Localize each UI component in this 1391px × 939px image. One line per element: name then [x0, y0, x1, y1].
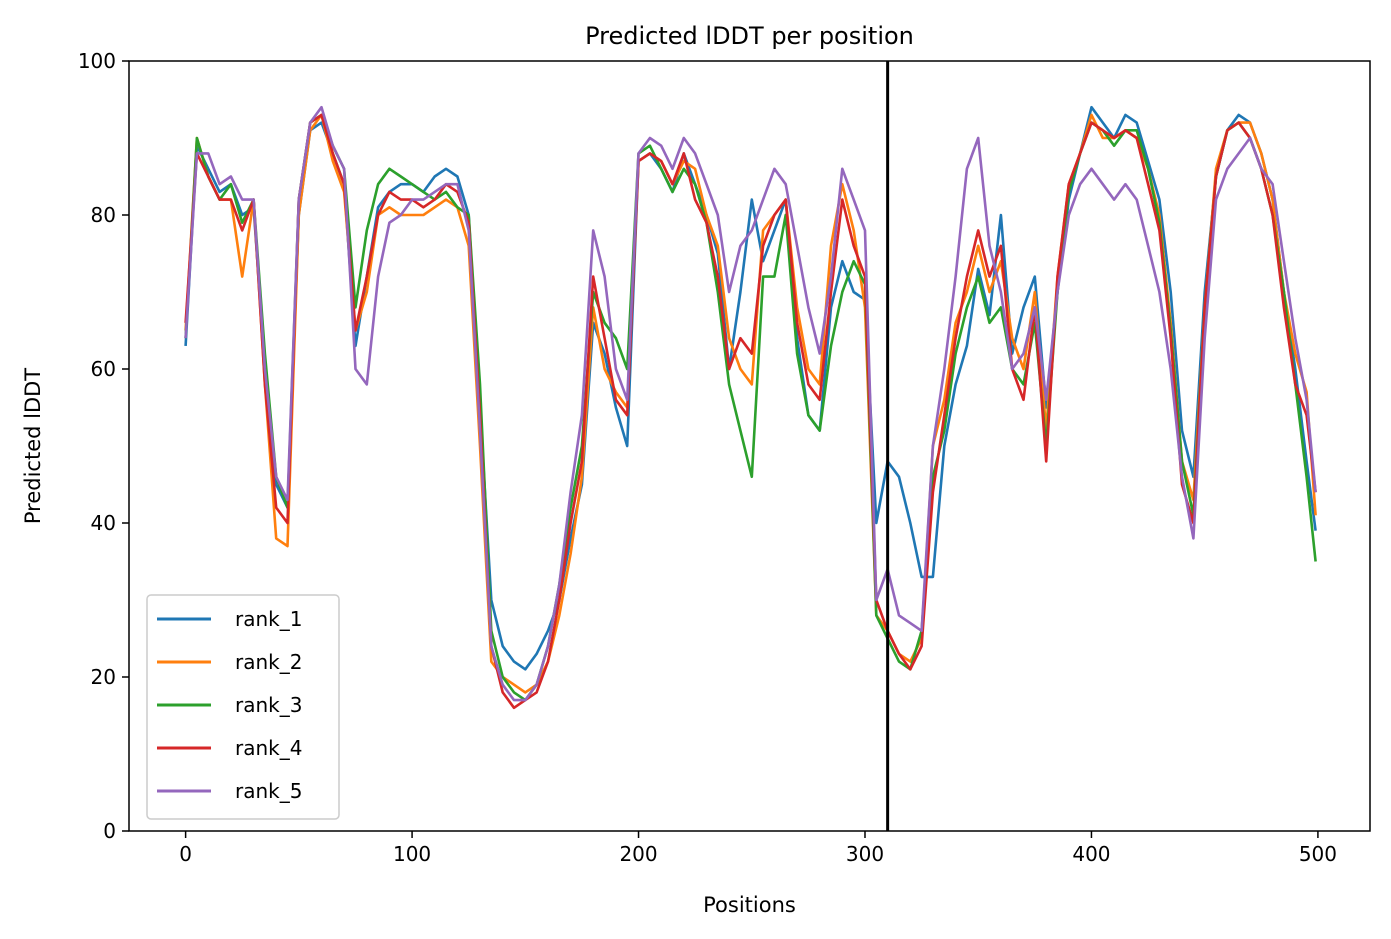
- y-tick-label: 100: [78, 49, 116, 73]
- plot-lines: [184, 105, 1317, 710]
- y-tick-label: 20: [91, 665, 116, 689]
- y-tick-label: 40: [91, 511, 116, 535]
- x-axis: 0 100 200 300 400 500: [179, 831, 1337, 866]
- x-tick-label: 100: [393, 842, 431, 866]
- y-tick-label: 60: [91, 357, 116, 381]
- legend: rank_1 rank_2 rank_3 rank_4 rank_5: [146, 594, 340, 820]
- legend-label-rank_4: rank_4: [235, 736, 302, 760]
- chart-title: Predicted lDDT per position: [585, 22, 914, 50]
- x-axis-title: Positions: [703, 893, 796, 917]
- y-axis-title: Predicted lDDT: [21, 368, 45, 524]
- series-line-rank_3: [184, 113, 1317, 702]
- series-line-rank_1: [184, 105, 1317, 671]
- x-tick-label: 0: [179, 842, 192, 866]
- series-line-rank_5: [184, 105, 1317, 702]
- legend-label-rank_3: rank_3: [235, 693, 302, 717]
- legend-label-rank_5: rank_5: [235, 779, 302, 803]
- plot-frame: [128, 60, 1371, 832]
- legend-box: [146, 594, 340, 820]
- y-tick-label: 0: [103, 819, 116, 843]
- x-tick-label: 200: [619, 842, 657, 866]
- y-tick-label: 80: [91, 203, 116, 227]
- legend-label-rank_1: rank_1: [235, 607, 302, 631]
- y-axis: 0 20 40 60 80 100: [78, 49, 129, 843]
- series-line-rank_4: [184, 113, 1317, 710]
- x-tick-label: 500: [1299, 842, 1337, 866]
- legend-label-rank_2: rank_2: [235, 650, 302, 674]
- x-tick-label: 400: [1072, 842, 1110, 866]
- x-tick-label: 300: [846, 842, 884, 866]
